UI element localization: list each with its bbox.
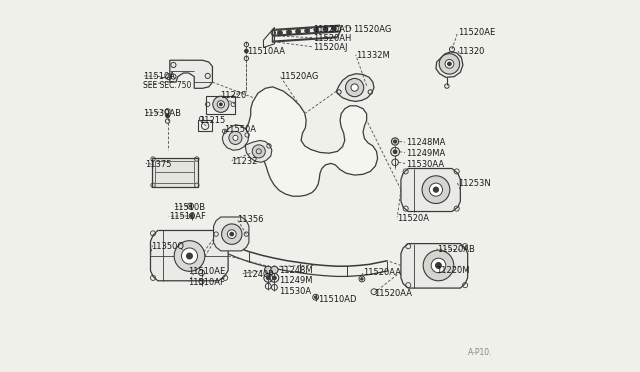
- Text: 11249M: 11249M: [279, 276, 313, 285]
- Circle shape: [305, 28, 310, 33]
- Circle shape: [221, 224, 242, 244]
- Circle shape: [394, 140, 397, 143]
- Circle shape: [433, 187, 438, 192]
- Circle shape: [264, 266, 272, 273]
- Text: 11332M: 11332M: [356, 51, 390, 60]
- Polygon shape: [401, 244, 468, 288]
- Circle shape: [252, 145, 266, 158]
- Text: A-P10.: A-P10.: [468, 347, 492, 357]
- Circle shape: [266, 276, 270, 280]
- Circle shape: [182, 248, 198, 264]
- Text: 11320: 11320: [458, 46, 485, 55]
- Circle shape: [220, 103, 222, 106]
- Polygon shape: [152, 158, 198, 187]
- Circle shape: [314, 296, 317, 298]
- Circle shape: [273, 276, 276, 280]
- Polygon shape: [245, 87, 378, 196]
- Polygon shape: [337, 74, 374, 102]
- Text: 11520AE: 11520AE: [458, 28, 496, 37]
- Polygon shape: [436, 52, 463, 77]
- Text: 11520AG: 11520AG: [353, 25, 391, 34]
- Circle shape: [361, 278, 363, 280]
- Circle shape: [213, 96, 229, 112]
- Text: 11520AH: 11520AH: [313, 34, 351, 43]
- Polygon shape: [214, 217, 249, 251]
- Circle shape: [431, 258, 446, 273]
- Circle shape: [332, 26, 337, 31]
- Text: 11510A: 11510A: [143, 72, 175, 81]
- Circle shape: [230, 232, 234, 236]
- Circle shape: [189, 205, 191, 207]
- Circle shape: [423, 250, 454, 281]
- Text: 11253N: 11253N: [458, 179, 490, 187]
- Text: 11520AA: 11520AA: [374, 289, 412, 298]
- Polygon shape: [401, 169, 460, 212]
- Text: 11510AF: 11510AF: [169, 212, 205, 221]
- Polygon shape: [170, 60, 212, 88]
- Circle shape: [447, 62, 451, 66]
- Text: 11220M: 11220M: [436, 266, 469, 275]
- Text: 11232: 11232: [230, 157, 257, 166]
- Text: 11530AB: 11530AB: [143, 109, 181, 118]
- Circle shape: [217, 101, 225, 108]
- Circle shape: [187, 253, 193, 259]
- Circle shape: [244, 49, 248, 53]
- Text: 11248M: 11248M: [279, 266, 313, 275]
- Circle shape: [439, 54, 460, 74]
- Text: 11550A: 11550A: [225, 125, 257, 134]
- Circle shape: [227, 230, 236, 238]
- Text: SEE SEC.750: SEE SEC.750: [143, 81, 191, 90]
- Circle shape: [392, 138, 399, 145]
- Circle shape: [296, 29, 301, 34]
- Text: 11510AE: 11510AE: [188, 267, 225, 276]
- Text: 11248MA: 11248MA: [406, 138, 445, 147]
- Circle shape: [445, 60, 454, 68]
- Text: 11530AA: 11530AA: [406, 160, 444, 169]
- Polygon shape: [222, 125, 249, 150]
- Circle shape: [393, 150, 397, 154]
- Circle shape: [323, 27, 328, 32]
- Text: 11375: 11375: [145, 160, 172, 169]
- Circle shape: [233, 135, 238, 141]
- Text: 11520AD: 11520AD: [313, 25, 351, 34]
- Text: 11520AA: 11520AA: [363, 268, 401, 277]
- Polygon shape: [150, 231, 228, 281]
- Text: 11510AF: 11510AF: [188, 278, 225, 287]
- Circle shape: [271, 266, 278, 273]
- Text: 11510B: 11510B: [173, 203, 205, 212]
- Circle shape: [166, 114, 170, 118]
- Text: 11520AJ: 11520AJ: [313, 43, 348, 52]
- Text: 11215: 11215: [199, 116, 225, 125]
- Text: 11510AD: 11510AD: [318, 295, 356, 304]
- Circle shape: [314, 28, 319, 32]
- Circle shape: [429, 183, 442, 196]
- Text: 11510AA: 11510AA: [247, 47, 285, 56]
- Circle shape: [229, 131, 242, 144]
- Text: 11520AB: 11520AB: [436, 245, 474, 254]
- Circle shape: [436, 263, 442, 268]
- Circle shape: [174, 241, 205, 271]
- Circle shape: [346, 78, 364, 97]
- Text: 11249MA: 11249MA: [406, 149, 445, 158]
- Circle shape: [351, 84, 358, 91]
- Text: 11220: 11220: [220, 91, 246, 100]
- Text: 11530A: 11530A: [279, 287, 311, 296]
- Circle shape: [191, 215, 193, 217]
- Circle shape: [422, 176, 450, 203]
- Circle shape: [277, 31, 282, 35]
- Text: 11240P: 11240P: [242, 270, 273, 279]
- Text: 11520A: 11520A: [397, 214, 429, 222]
- Text: 11356: 11356: [237, 215, 264, 224]
- Text: 11350Q: 11350Q: [152, 242, 184, 251]
- Polygon shape: [245, 141, 272, 162]
- Text: 11520AG: 11520AG: [280, 72, 318, 81]
- Circle shape: [287, 30, 292, 35]
